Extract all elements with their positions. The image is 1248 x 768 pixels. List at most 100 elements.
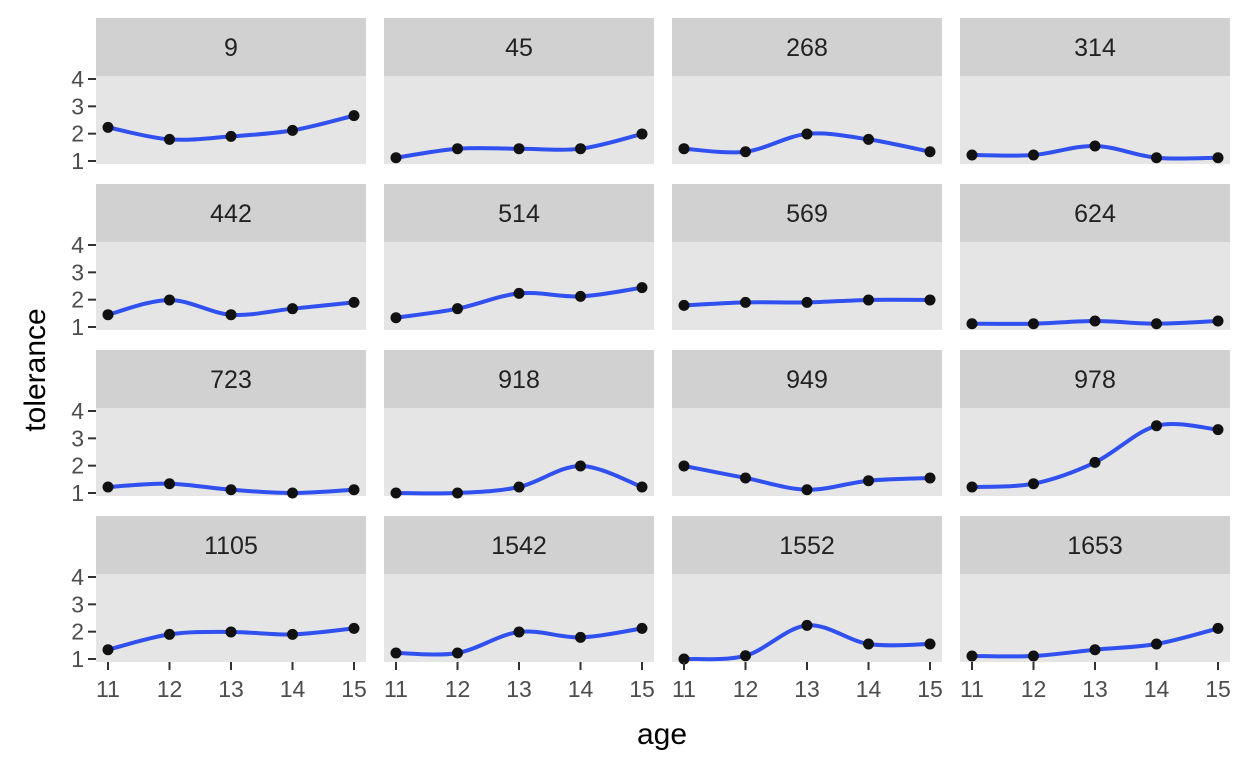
x-axis: 11 12 13 14 15: [96, 662, 367, 702]
facet-panel: 1105: [96, 516, 366, 662]
data-point: [164, 294, 175, 306]
facet-plot-area: [960, 242, 1230, 330]
data-point: [678, 460, 690, 472]
data-point: [740, 650, 751, 662]
x-tick-label: 12: [157, 676, 183, 702]
facet-strip: [96, 18, 366, 76]
facet-strip-label: 9: [224, 34, 238, 62]
data-point: [225, 309, 237, 321]
data-point: [1151, 420, 1162, 432]
y-tick-label: 2: [71, 619, 84, 645]
facet-strip-label: 45: [505, 34, 533, 62]
facet-strip: [96, 516, 366, 574]
y-tick-label: 4: [71, 66, 84, 92]
x-tick-label: 15: [917, 676, 943, 702]
facet-plot-area: [96, 574, 366, 662]
data-point: [287, 124, 298, 136]
data-point: [348, 622, 360, 634]
data-point: [287, 487, 298, 499]
data-point: [225, 130, 237, 142]
facet-strip-label: 1105: [204, 532, 258, 560]
x-axis-title: age: [637, 718, 687, 751]
y-tick-label: 3: [71, 425, 84, 451]
data-point: [966, 149, 978, 161]
data-point: [390, 647, 402, 659]
facet-panel: 268: [672, 18, 942, 164]
data-point: [513, 143, 525, 155]
y-tick-label: 1: [71, 646, 84, 672]
facet-strip: [960, 18, 1230, 76]
y-tick-label: 4: [71, 564, 84, 590]
data-point: [1089, 644, 1101, 656]
x-tick-label: 14: [856, 676, 882, 702]
facet-strip-label: 569: [786, 200, 828, 228]
data-point: [164, 628, 175, 640]
facet-panel: 314: [960, 18, 1230, 164]
data-point: [390, 312, 402, 324]
data-point: [102, 121, 114, 133]
data-point: [225, 484, 237, 496]
facet-strip: [384, 516, 654, 574]
facet-panel: 569: [672, 184, 942, 330]
y-tick-label: 2: [71, 453, 84, 479]
facet-strip: [672, 516, 942, 574]
facet-strip: [672, 350, 942, 408]
facet-strip-label: 268: [786, 34, 828, 62]
facet-strip: [960, 350, 1230, 408]
x-tick-label: 11: [960, 676, 984, 702]
data-point: [678, 653, 690, 665]
data-point: [1089, 140, 1101, 152]
data-point: [801, 296, 813, 308]
data-point: [1212, 152, 1224, 164]
x-tick-label: 15: [1205, 676, 1231, 702]
facet-strip-label: 723: [210, 366, 252, 394]
x-tick-label: 11: [384, 676, 408, 702]
x-tick-label: 13: [1082, 676, 1108, 702]
data-point: [225, 626, 237, 638]
y-tick-label: 2: [71, 121, 84, 147]
data-point: [966, 318, 978, 330]
data-point: [390, 487, 402, 499]
x-tick-label: 12: [445, 676, 471, 702]
data-point: [924, 146, 936, 158]
facet-strip-label: 442: [210, 200, 252, 228]
facet-strip-label: 624: [1074, 200, 1116, 228]
data-point: [924, 472, 936, 484]
data-point: [348, 296, 360, 308]
data-point: [452, 487, 463, 499]
y-tick-label: 1: [71, 148, 84, 174]
x-tick-label: 15: [629, 676, 655, 702]
data-point: [575, 290, 586, 302]
x-axis: 11 12 13 14 15: [672, 662, 943, 702]
y-tick-label: 3: [71, 591, 84, 617]
facet-panel: 1653: [960, 516, 1230, 662]
data-point: [390, 152, 402, 164]
data-point: [863, 638, 874, 650]
x-axis: 11 12 13 14 15: [960, 662, 1231, 702]
x-tick-label: 15: [341, 676, 367, 702]
data-point: [1089, 315, 1101, 327]
facet-strip: [960, 184, 1230, 242]
data-point: [513, 626, 525, 638]
data-point: [863, 133, 874, 145]
data-point: [348, 110, 360, 122]
x-tick-label: 12: [1021, 676, 1047, 702]
x-tick-label: 13: [218, 676, 244, 702]
y-axis-title: tolerance: [19, 308, 52, 431]
y-tick-label: 2: [71, 287, 84, 313]
data-point: [801, 128, 813, 140]
data-point: [102, 481, 114, 493]
data-point: [164, 133, 175, 145]
data-point: [678, 299, 690, 311]
facet-panel: 9: [96, 18, 366, 164]
facet-strip-label: 1653: [1067, 532, 1123, 560]
y-tick-label: 3: [71, 93, 84, 119]
data-point: [1212, 315, 1224, 327]
data-point: [1151, 152, 1162, 164]
x-tick-label: 13: [794, 676, 820, 702]
facet-strip-label: 949: [786, 366, 828, 394]
